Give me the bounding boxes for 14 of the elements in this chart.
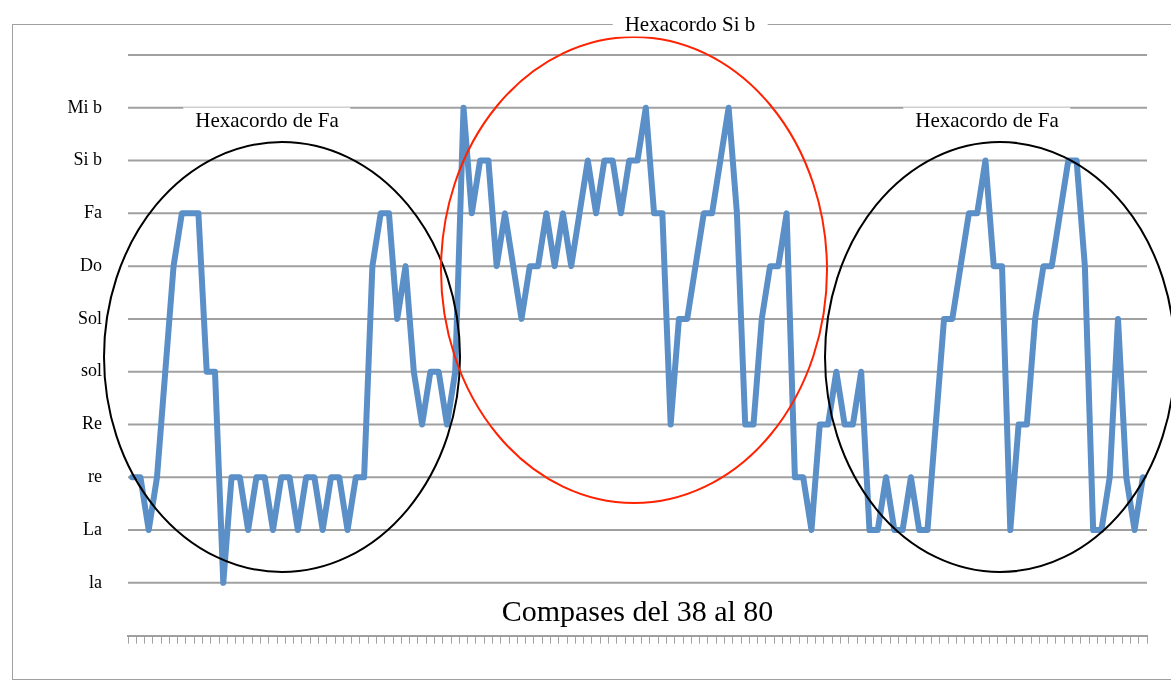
x-axis-title: Compases del 38 al 80 — [501, 594, 774, 628]
text: Hexacordo Si b — [612, 11, 768, 37]
category-label: Sol — [77, 307, 102, 328]
category-label: Mi b — [67, 96, 102, 117]
category-label: sol — [80, 360, 102, 381]
category-label: Si b — [73, 149, 102, 170]
category-label: Re — [82, 413, 102, 434]
category-label: Do — [80, 254, 102, 275]
annotation: Hexacordo de Fa — [903, 107, 1071, 133]
category-label: la — [89, 571, 102, 592]
category-label: La — [83, 518, 102, 539]
category-label: re — [88, 465, 102, 486]
category-label: Fa — [84, 202, 102, 223]
annotation: Hexacordo de Fa — [183, 107, 351, 133]
